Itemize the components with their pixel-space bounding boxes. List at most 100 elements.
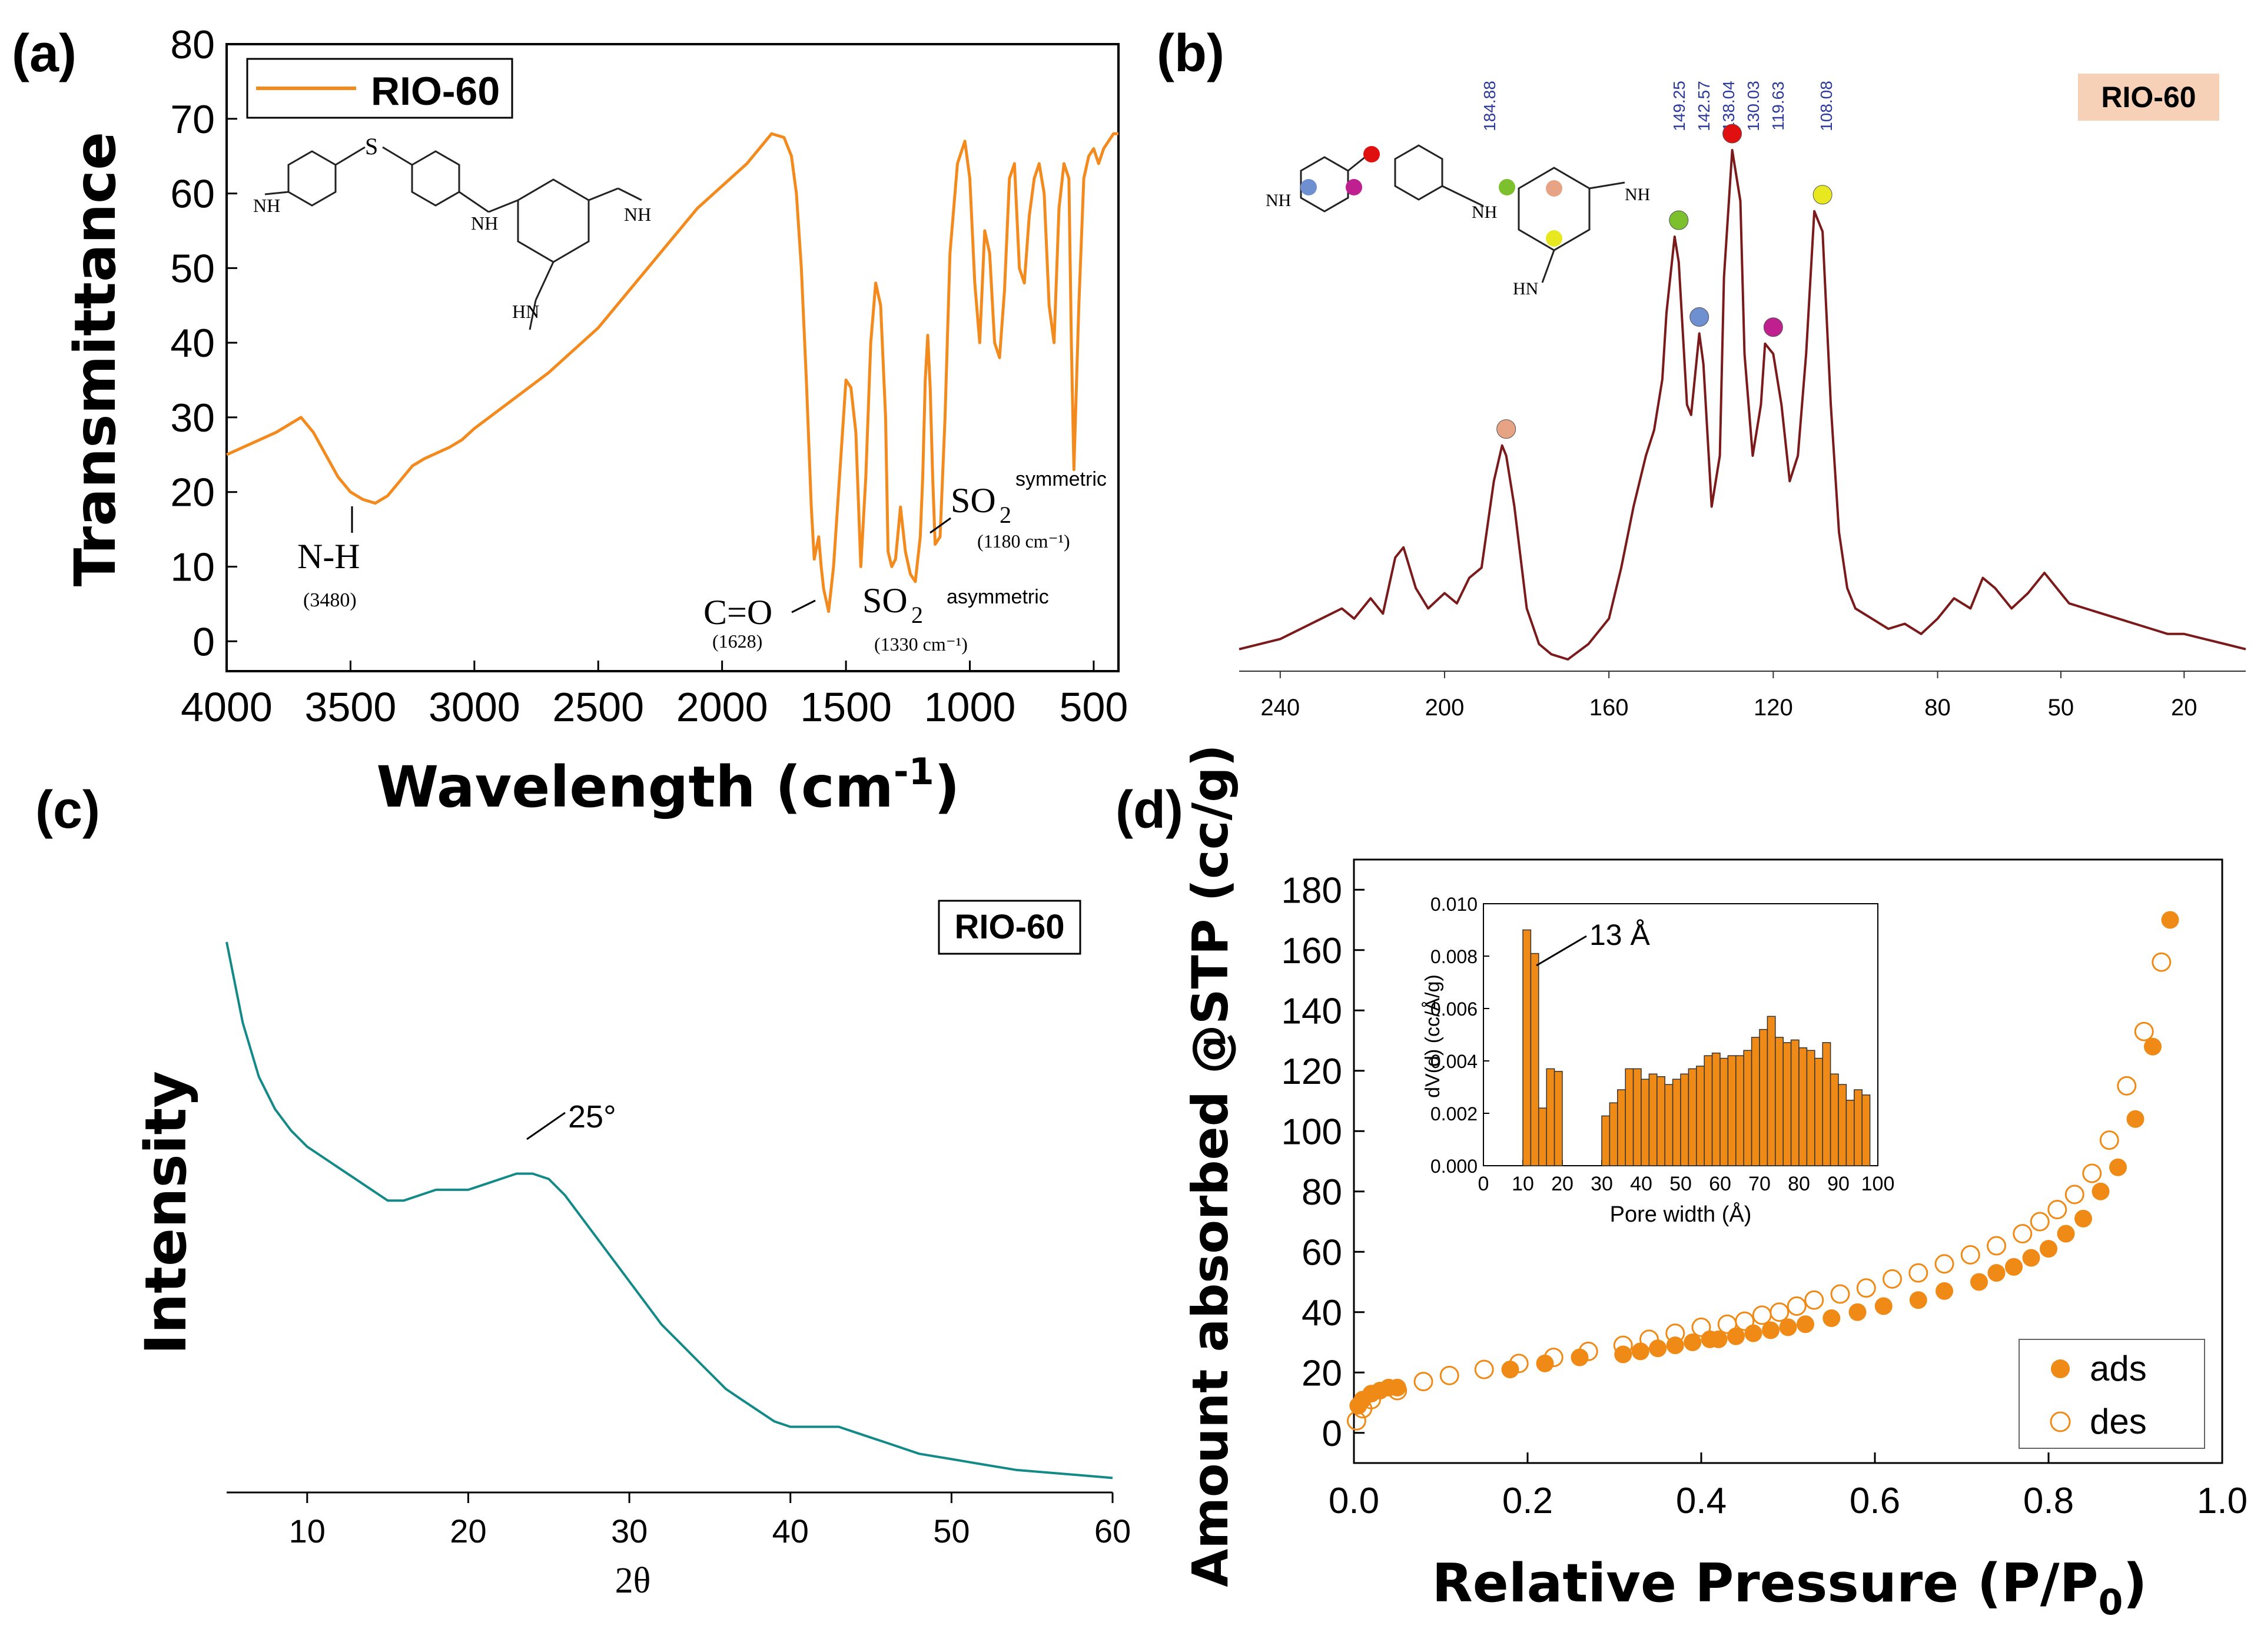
inset-bar [1854,1089,1863,1166]
bet-chart: 0.0 0.2 0.4 0.6 0.8 1.00204060801001201401601… [1181,744,2248,1623]
inset-y-tick-label: 0.010 [1430,894,1478,915]
marker-magenta [1346,179,1362,195]
nmr-peak-marker [1763,317,1783,337]
ftir-legend-label: RIO-60 [371,69,500,114]
inset-bar [1759,1029,1768,1166]
bet-point-des [1509,1354,1529,1374]
xrd-x-tick-label: 30 [611,1512,648,1550]
ftir-y-tick-label: 70 [170,97,215,142]
bet-point-des [2064,1185,2084,1205]
bet-point-ads [2022,1249,2040,1267]
inset-bar [1845,1100,1855,1166]
xrd-label-box [938,900,1081,955]
nmr-shift-label: 149.25 [1670,81,1688,131]
ftir-x-tick-label: 3500 [305,684,397,730]
inset-bar [1641,1079,1650,1166]
inset-bar [1735,1055,1744,1166]
bet-x-tick-label: 1.0 [2197,1481,2248,1521]
bet-point-des [2030,1212,2050,1232]
xrd-x-tick-label: 10 [289,1512,326,1550]
inset-y-tick-label: 0.002 [1430,1103,1478,1124]
annot-co-text: C=O [703,593,772,632]
nmr-x-tick-label: 50 [2048,695,2074,721]
inset-bar [1672,1079,1681,1166]
inset-y-axis-title: dV(d) (cc/Å/g) [1422,974,1444,1098]
xrd-x-tick-label: 50 [933,1512,970,1550]
nmr-peak-marker [1496,419,1516,439]
annot-so2s-sub: (1180 cm⁻¹) [977,530,1070,552]
bet-point-ads [1744,1324,1762,1342]
annot-so2s-sup: symmetric [1015,468,1107,490]
inset-bar [1822,1042,1831,1166]
inset-x-tick-label: 60 [1709,1173,1731,1195]
marker-red [1363,146,1380,162]
inset-bar [1743,1050,1752,1166]
bet-y-tick-label: 20 [1302,1353,1342,1394]
nmr-label-text: RIO-60 [2101,81,2196,114]
inset-bar [1688,1068,1697,1166]
bet-point-ads [1909,1291,1927,1309]
annot-co-sub: (1628) [712,631,762,652]
panel-label-c: (c) [35,781,100,840]
bet-point-des [2013,1224,2033,1243]
inset-bar [1838,1084,1847,1166]
bet-point-des [1639,1329,1659,1349]
bet-legend-ads-label: ads [2090,1349,2147,1388]
inset-bar [1727,1055,1737,1166]
ftir-x-tick-label: 4000 [181,684,273,730]
inset-bar [1538,1107,1547,1166]
inset-bar [1782,1042,1792,1166]
inset-bar [1696,1066,1705,1166]
bet-point-ads [1797,1315,1814,1333]
bet-y-tick-label: 40 [1302,1293,1342,1333]
ftir-y-axis-title: Transmittance [62,132,128,586]
bet-point-ads [1848,1303,1867,1321]
bet-point-des [2099,1130,2119,1150]
ftir-y-tick-label: 10 [170,545,215,590]
ftir-x-tick-label: 1000 [924,684,1016,730]
xrd-x-tick-label: 40 [772,1512,809,1550]
marker-peach [1546,180,1562,197]
ftir-y-tick-label: 20 [170,470,215,515]
bet-x-tick-label: 0.0 [1329,1481,1379,1521]
bet-point-ads [1631,1342,1649,1361]
inset-bar [1546,1068,1555,1166]
inset-bar [1664,1084,1674,1166]
bet-point-des [1474,1359,1494,1379]
inset-annotation: 13 Å [1589,918,1651,951]
nmr-shift-label: 142.57 [1695,81,1713,131]
nmr-peak-marker [1812,185,1833,205]
bet-point-ads [1709,1330,1728,1348]
bet-point-ads [1536,1354,1554,1372]
annot-so2a-text: SO [862,581,908,620]
bet-y-tick-label: 180 [1282,870,1342,911]
panel-label-d: (d) [1116,781,1183,840]
inset-y-tick-label: 0.006 [1430,999,1478,1020]
ftir-plot-frame [225,43,1120,672]
nmr-x-tick-label: 240 [1260,695,1300,721]
bet-legend-des-marker [2050,1411,2071,1432]
xrd-series-line [225,941,1113,1479]
bet-y-tick-label: 100 [1282,1112,1342,1152]
nmr-x-tick-label: 120 [1754,695,1793,721]
xrd-x-tick-label: 60 [1094,1512,1131,1550]
chemical-structure-a [264,146,642,330]
structure-atom-nh-3: NH [624,204,651,225]
bet-point-des [1883,1269,1902,1289]
xrd-y-axis-title: Intensity [133,1071,199,1355]
inset-bar [1806,1050,1815,1166]
bet-point-ads [1684,1333,1702,1351]
nmr-series-line [1239,149,2246,661]
bet-point-des [1735,1311,1755,1331]
annot-so2a-sup: asymmetric [947,586,1049,608]
xrd-label-text: RIO-60 [955,908,1065,946]
annot-so2s-arrow [929,517,951,534]
inset-bar [1522,929,1532,1166]
bet-point-ads [1762,1321,1780,1339]
xrd-peak-leader [526,1112,566,1140]
bet-point-des [2047,1200,2067,1219]
ftir-x-tick-label: 3000 [429,684,520,730]
inset-x-tick-label: 80 [1788,1173,1810,1195]
bet-point-des [2152,952,2172,972]
nmr-peak-marker [1689,307,1709,327]
